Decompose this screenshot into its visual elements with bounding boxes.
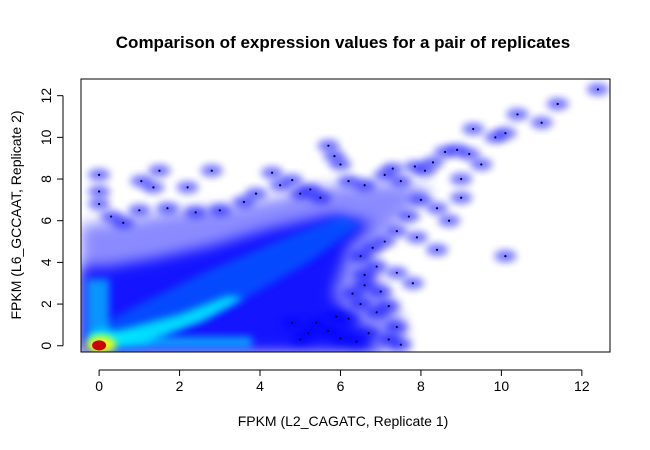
outlier-point <box>389 338 412 351</box>
y-axis-label: FPKM (L6_GCCAAT, Replicate 2) <box>8 110 24 319</box>
outlier-point <box>365 260 388 273</box>
density-cyan-baseline <box>91 336 252 348</box>
outlier-point <box>353 279 376 292</box>
outlier-point <box>325 310 348 323</box>
x-tick-label: 10 <box>494 378 510 394</box>
density-diagonal-band <box>91 216 361 352</box>
outlier-point <box>421 156 444 169</box>
outlier-point <box>385 225 408 238</box>
y-tick-label: 4 <box>38 258 54 266</box>
outlier-point <box>281 174 304 187</box>
y-tick-label: 2 <box>38 300 54 308</box>
plot-area <box>81 83 609 352</box>
x-tick-label: 8 <box>417 378 425 394</box>
outlier-point <box>156 202 179 215</box>
outlier-point <box>450 173 473 186</box>
outlier-point <box>470 158 493 171</box>
y-tick-label: 12 <box>38 88 54 104</box>
outlier-point <box>208 204 231 217</box>
outlier-point <box>426 243 449 256</box>
outlier-point <box>546 98 569 111</box>
outlier-point <box>494 127 517 140</box>
outlier-point <box>176 181 199 194</box>
outlier-point <box>305 316 328 329</box>
outlier-point <box>289 187 312 200</box>
outlier-point <box>397 210 420 223</box>
outlier-point <box>184 206 207 219</box>
x-tick-label: 2 <box>176 378 184 394</box>
density-hotspot-red <box>92 340 107 351</box>
outlier-point <box>112 216 135 229</box>
outlier-point <box>244 187 267 200</box>
outlier-point <box>309 191 332 204</box>
plot-frame <box>80 78 611 353</box>
outlier-point <box>462 123 485 136</box>
outlier-point <box>353 268 376 281</box>
outlier-point <box>200 164 223 177</box>
y-tick-label: 10 <box>38 129 54 145</box>
outlier-point <box>289 333 312 346</box>
outlier-point <box>506 108 529 121</box>
y-tick-label: 8 <box>38 175 54 183</box>
outlier-point <box>389 175 412 188</box>
outlier-point <box>317 139 340 152</box>
outlier-point <box>401 277 424 290</box>
x-tick-label: 6 <box>337 378 345 394</box>
outlier-point <box>385 320 408 333</box>
outlier-point <box>438 214 461 227</box>
x-tick-label: 4 <box>256 378 264 394</box>
x-axis: 0 2 4 6 8 10 12 <box>95 369 590 394</box>
outlier-point <box>88 198 111 211</box>
x-tick-label: 12 <box>574 378 590 394</box>
density-cyan-band <box>91 295 244 348</box>
outlier-point <box>142 181 165 194</box>
outlier-point <box>281 316 304 329</box>
y-tick-label: 0 <box>38 342 54 350</box>
outlier-point <box>385 266 408 279</box>
outlier-point <box>361 241 384 254</box>
outlier-point <box>494 250 517 263</box>
outlier-points <box>88 83 609 351</box>
density-cyan-leftedge <box>87 279 110 346</box>
outlier-point <box>148 164 171 177</box>
outlier-point <box>405 231 428 244</box>
outlier-point <box>530 116 553 129</box>
outlier-point <box>450 191 473 204</box>
outlier-point <box>377 300 400 313</box>
x-axis-label: FPKM (L2_CAGATC, Replicate 1) <box>238 413 449 429</box>
outlier-point <box>426 202 449 215</box>
outlier-point <box>349 250 372 263</box>
outlier-point <box>458 148 481 161</box>
outlier-point <box>88 168 111 181</box>
outlier-point <box>349 298 372 311</box>
chart-title: Comparison of expression values for a pa… <box>116 33 570 52</box>
x-tick-label: 0 <box>95 378 103 394</box>
outlier-point <box>88 185 111 198</box>
outlier-point <box>261 166 284 179</box>
density-layer <box>81 183 433 352</box>
outlier-point <box>329 158 352 171</box>
y-tick-label: 6 <box>38 217 54 225</box>
outlier-point <box>381 162 404 175</box>
outlier-point <box>232 195 255 208</box>
outlier-point <box>409 193 432 206</box>
outlier-point <box>345 335 368 348</box>
outlier-point <box>353 179 376 192</box>
outlier-point <box>586 83 609 96</box>
y-axis: 0 2 4 6 8 10 12 <box>38 88 64 350</box>
outlier-point <box>128 204 151 217</box>
outlier-point <box>369 285 392 298</box>
outlier-point <box>341 287 364 300</box>
outlier-point <box>357 327 380 340</box>
